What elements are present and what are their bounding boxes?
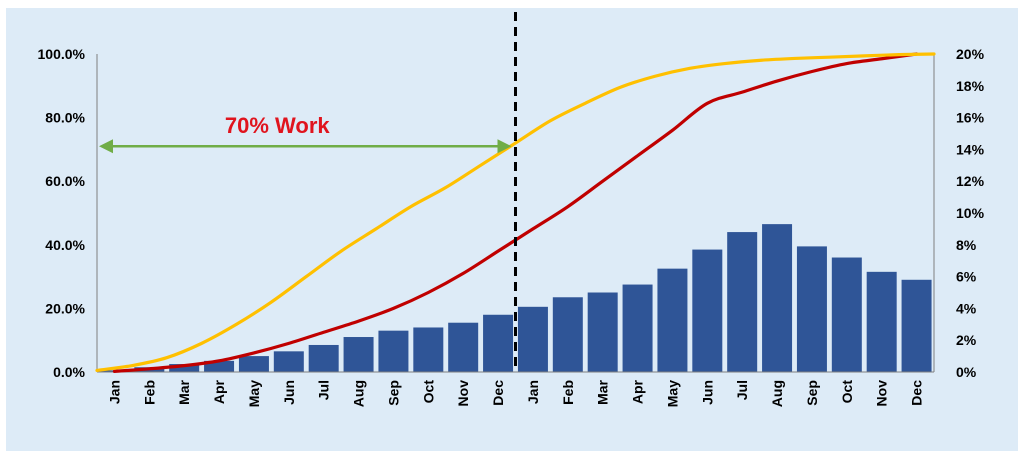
line-1: [95, 52, 936, 373]
right-tick-label: 0%: [956, 364, 977, 380]
x-tick-label: Mar: [176, 379, 192, 404]
left-tick-label: 100.0%: [38, 46, 86, 62]
left-tick-label: 0.0%: [53, 364, 85, 380]
bar-12: [517, 306, 548, 372]
x-tick-label: Jul: [316, 380, 332, 400]
bar-5: [273, 351, 304, 372]
x-tick-label: Jun: [281, 380, 297, 405]
left-tick-label: 60.0%: [45, 173, 85, 189]
x-tick-label: Jul: [734, 380, 750, 400]
right-tick-label: 8%: [956, 237, 977, 253]
x-tick-label: Aug: [351, 380, 367, 407]
chart-frame: 70% Work 0.0% 20.0% 40.0% 60.0% 80.0% 100.0% …: [6, 8, 1018, 451]
x-tick-label: Feb: [141, 380, 157, 405]
bar-4: [238, 356, 269, 372]
bar-22: [866, 271, 897, 372]
right-tick-label: 6%: [956, 269, 977, 285]
bar-16: [657, 268, 688, 372]
x-tick-label: Dec: [909, 380, 925, 406]
x-tick-label: Sep: [804, 380, 820, 406]
x-tick-label: Feb: [560, 380, 576, 405]
x-tick-label: Mar: [595, 379, 611, 404]
left-tick-label: 40.0%: [45, 237, 85, 253]
bar-11: [483, 314, 514, 372]
bar-19: [762, 224, 793, 372]
x-tick-label: Jan: [106, 380, 122, 404]
right-tick-label: 4%: [956, 300, 977, 316]
right-axis-ticks: 0% 2% 4% 6% 8% 10% 12% 14% 16% 18% 20%: [956, 46, 985, 380]
right-tick-label: 12%: [956, 173, 985, 189]
x-tick-label: Sep: [385, 380, 401, 406]
bar-2: [169, 364, 200, 372]
left-tick-label: 80.0%: [45, 110, 85, 126]
x-tick-label: May: [664, 380, 680, 407]
arrow-head-right: [497, 139, 512, 154]
right-tick-label: 18%: [956, 78, 985, 94]
arrow-head-left: [99, 139, 113, 154]
bar-17: [692, 249, 723, 372]
left-tick-label: 20.0%: [45, 300, 85, 316]
x-tick-label: Jun: [699, 380, 715, 405]
bar-9: [413, 327, 444, 372]
bar-6: [308, 344, 339, 372]
bar-20: [796, 246, 827, 372]
right-tick-label: 10%: [956, 205, 985, 221]
bar-23: [901, 279, 932, 372]
bar-15: [622, 284, 653, 372]
x-tick-label: Apr: [630, 379, 646, 404]
chart: 70% Work 0.0%20.0%40.0%60.0%80.0%100.0% …: [38, 12, 985, 407]
x-tick-label: May: [246, 380, 262, 407]
x-tick-label: Aug: [769, 380, 785, 407]
bar-7: [343, 337, 374, 372]
right-tick-label: 16%: [956, 110, 985, 126]
axes: [96, 54, 935, 373]
left-axis-ticks: 0.0% 20.0% 40.0% 60.0% 80.0% 100.0%: [38, 46, 86, 380]
x-tick-label: Oct: [839, 380, 855, 404]
bar-13: [552, 297, 583, 372]
right-tick-label: 14%: [956, 141, 985, 157]
bar-8: [378, 330, 409, 372]
bar-18: [727, 232, 758, 372]
x-tick-label: Apr: [211, 379, 227, 404]
bar-14: [587, 292, 618, 372]
x-tick-label: Nov: [455, 380, 471, 407]
x-tick-label: Jan: [525, 380, 541, 404]
right-tick-label: 20%: [956, 46, 985, 62]
x-tick-label: Dec: [490, 380, 506, 406]
bar-series: [99, 224, 932, 372]
x-axis-ticks: Jan Feb Mar Apr May Jun Jul Aug Sep Oct Nov Dec Jan F…: [106, 379, 924, 407]
x-tick-label: Nov: [874, 380, 890, 407]
bar-3: [204, 360, 235, 372]
annotation: 70% Work: [99, 113, 512, 154]
bar-21: [831, 257, 862, 372]
x-tick-label: Oct: [420, 380, 436, 404]
annotation-label: 70% Work: [225, 113, 331, 138]
bar-10: [448, 322, 479, 372]
right-tick-label: 2%: [956, 332, 977, 348]
